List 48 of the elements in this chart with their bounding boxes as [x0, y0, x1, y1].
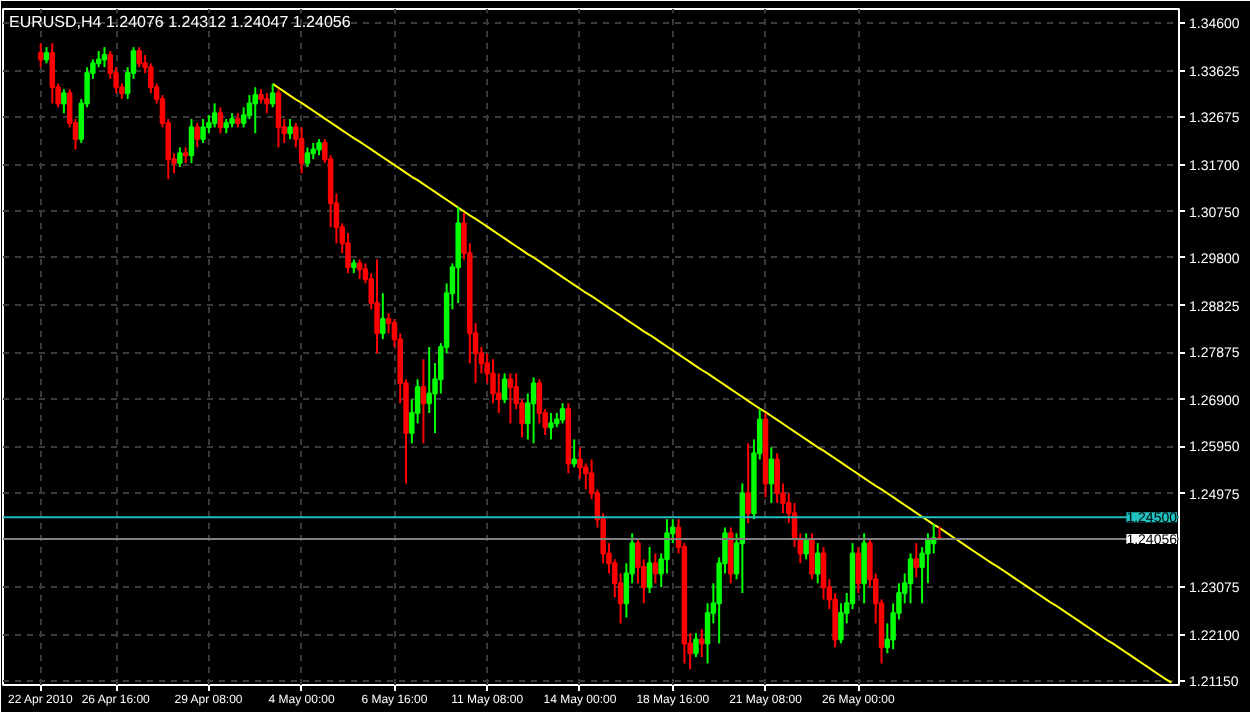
candlestick — [861, 532, 867, 605]
candlestick — [814, 542, 821, 585]
candlestick — [530, 376, 537, 445]
candlestick — [264, 92, 270, 115]
chart-title: EURUSD,H4 1.24076 1.24312 1.24047 1.24056 — [9, 13, 352, 31]
candlestick — [177, 146, 183, 168]
candlestick — [136, 46, 143, 69]
candlestick — [548, 412, 554, 441]
candlestick — [420, 358, 427, 445]
candlestick — [820, 546, 827, 601]
candlestick — [275, 88, 282, 149]
candlestick — [745, 442, 751, 525]
candlestick — [188, 118, 195, 165]
candlestick — [907, 552, 914, 605]
candlestick — [269, 82, 276, 109]
candlestick — [507, 372, 514, 425]
candlestick — [356, 258, 363, 281]
candlestick — [490, 358, 496, 405]
candlestick — [287, 118, 293, 141]
candlestick — [217, 106, 224, 135]
candlestick — [200, 118, 206, 145]
candlestick — [803, 532, 809, 561]
candlestick — [49, 42, 56, 105]
candlestick — [374, 258, 380, 355]
candlestick — [252, 86, 258, 135]
candlestick — [855, 546, 862, 595]
candlestick — [774, 452, 780, 505]
candlestick — [577, 446, 583, 481]
candlestick — [380, 292, 386, 341]
candlestick — [455, 206, 461, 304]
candlestick — [768, 446, 775, 505]
candlestick — [148, 62, 154, 95]
candlestick — [211, 102, 218, 129]
candlestick — [37, 42, 44, 69]
candlestick — [61, 88, 67, 115]
candlestick — [501, 372, 508, 405]
line-series — [271, 82, 1173, 684]
candlestick — [693, 632, 699, 659]
candlestick — [559, 402, 566, 425]
candlestick — [194, 121, 200, 149]
candlestick — [652, 552, 659, 585]
candlestick — [646, 546, 653, 595]
candlestick — [809, 532, 815, 581]
candlestick — [304, 146, 311, 168]
candlestick — [101, 46, 108, 69]
candlestick — [571, 438, 577, 469]
candlestick — [298, 126, 305, 175]
candlestick — [913, 542, 920, 579]
